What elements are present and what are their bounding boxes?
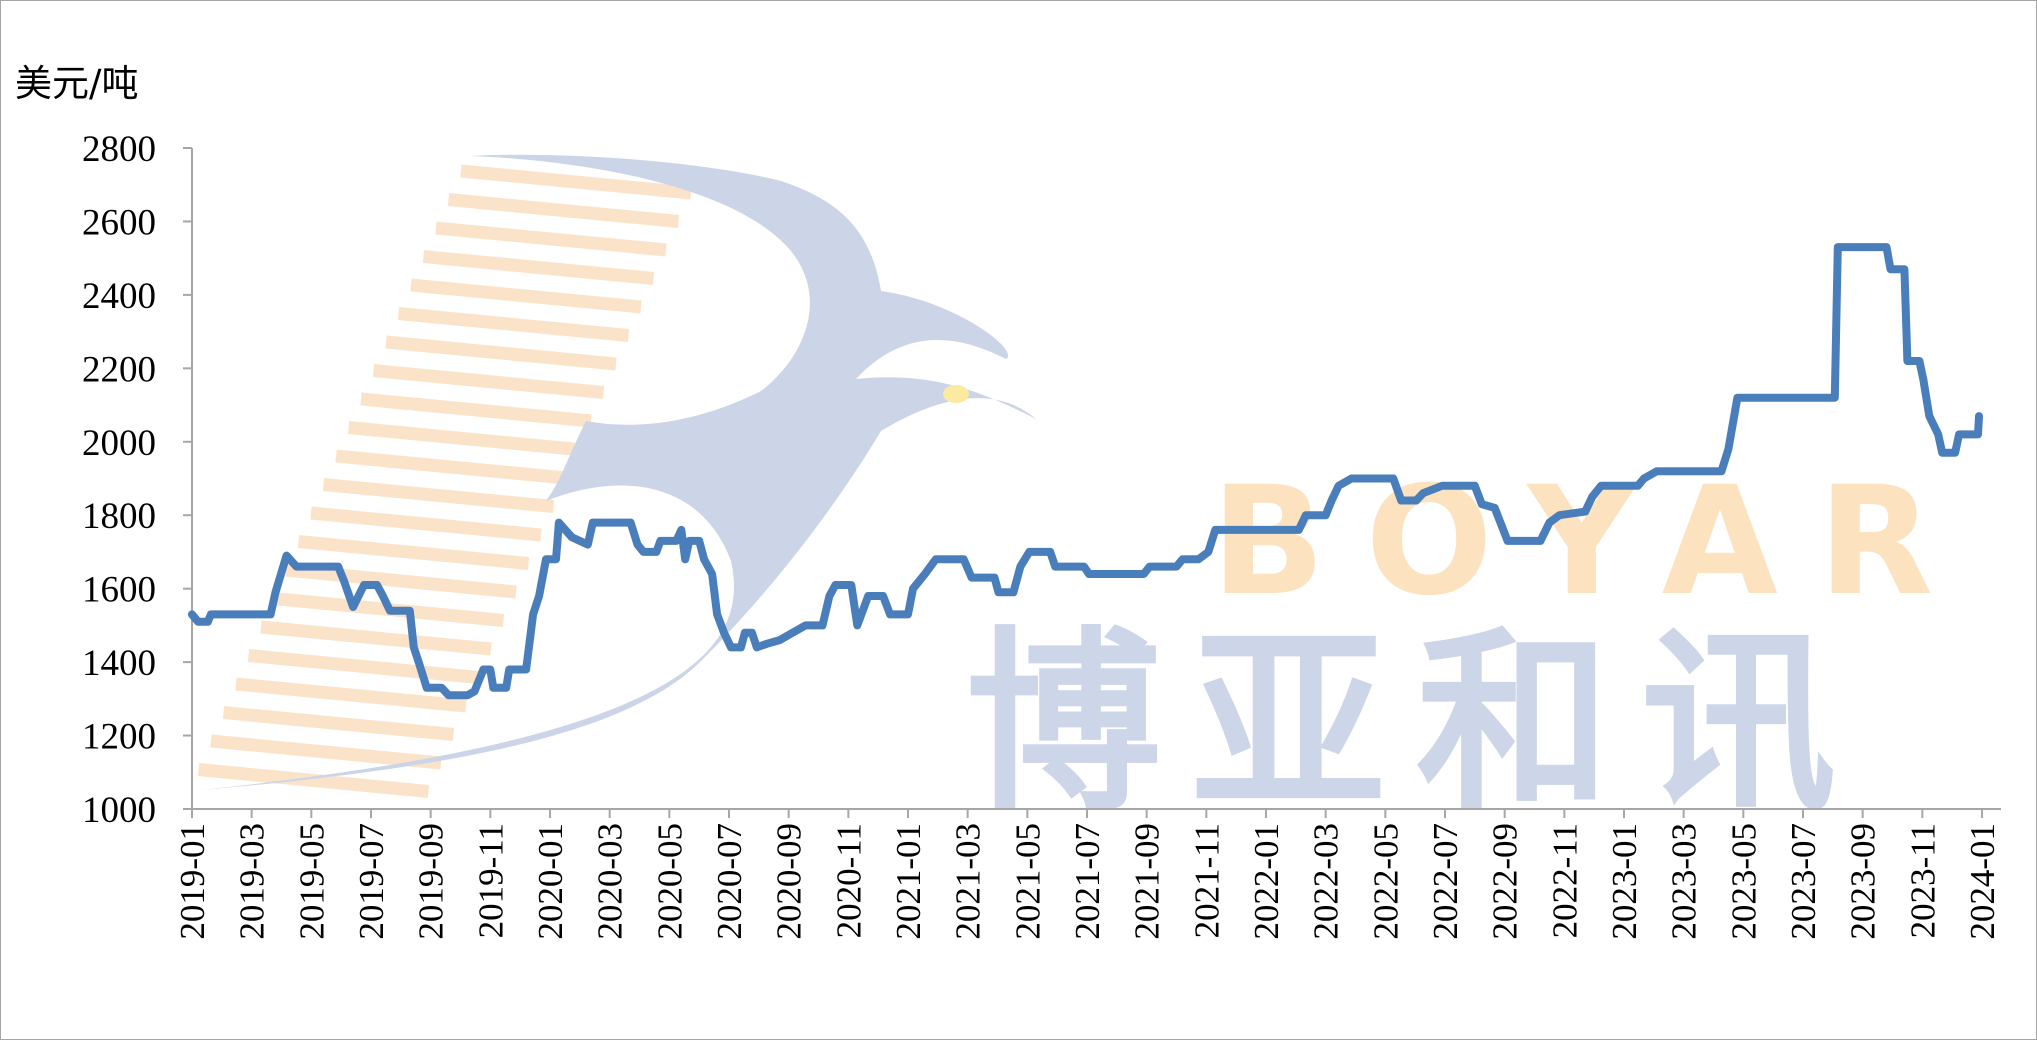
x-tick-label: 2023-01 [1605,823,1644,940]
x-tick-label: 2021-01 [889,823,928,940]
x-tick-label: 2020-07 [710,823,749,940]
x-tick-label: 2023-03 [1665,823,1704,940]
x-tick-label: 2021-05 [1008,823,1047,940]
watermark-stripe [197,763,430,798]
x-tick-label: 2021-09 [1128,823,1167,940]
x-tick-label: 2022-11 [1545,823,1584,938]
x-tick-label: 2023-07 [1784,823,1823,940]
watermark-stripe [335,449,567,485]
watermark-stripe [235,677,467,713]
watermark-stripes [197,164,692,798]
x-tick-label: 2020-01 [531,823,570,940]
watermark-bird [191,154,1036,791]
x-tick-label: 2021-03 [949,823,988,940]
x-tick-label: 2020-03 [591,823,630,940]
watermark-stripe [247,649,480,684]
watermark-stripe [372,364,605,399]
watermark-stripe [210,734,442,770]
y-tick-label: 1200 [82,717,156,758]
watermark-stripe [447,193,680,228]
x-tick-label: 2022-09 [1486,823,1525,940]
x-tick-label: 2019-03 [233,823,272,940]
x-tick-label: 2019-07 [352,823,391,940]
x-tick-label: 2024-01 [1963,823,2002,940]
price-series-line [188,243,1983,700]
watermark-stripe [260,620,492,656]
y-tick-label: 1800 [82,496,156,537]
x-tick-label: 2019-05 [292,823,331,940]
x-axis-ticks: 2019-01 2019-03 2019-05 2019-07 2019-09 2019-… [173,809,2002,940]
watermark-logo: BOYAR 博亚和讯 [191,154,1973,837]
watermark-stripe [347,421,580,456]
x-tick-label: 2019-09 [412,823,451,940]
axes [191,148,2001,810]
watermark-stripe [285,563,517,599]
watermark-bird-eye [943,385,969,403]
x-tick-label: 2022-03 [1307,823,1346,940]
x-tick-label: 2019-11 [471,823,510,938]
y-tick-label: 2200 [82,349,156,390]
watermark-stripe [322,478,555,513]
y-tick-label: 2400 [82,276,156,317]
x-tick-label: 2023-05 [1724,823,1763,940]
x-tick-label: 2021-07 [1068,823,1107,940]
y-tick-label: 1000 [82,790,156,831]
y-tick-label: 2000 [82,423,156,464]
y-axis-unit-label: 美元/吨 [15,62,138,105]
y-tick-label: 2800 [82,129,156,170]
x-tick-label: 2022-07 [1426,823,1465,940]
x-tick-label: 2021-11 [1187,823,1226,938]
y-tick-label: 1400 [82,643,156,684]
x-tick-label: 2020-09 [770,823,809,940]
watermark-stripe [297,535,530,570]
watermark-stripe [460,164,692,200]
y-tick-label: 1600 [82,570,156,611]
watermark-brand-en: BOYAR [1211,455,1973,629]
watermark-stripe [410,278,642,314]
watermark-stripe [360,392,592,428]
watermark-brand-cn: 博亚和讯 [966,610,1866,837]
watermark-stripe [397,307,630,342]
x-tick-label: 2020-11 [829,823,868,938]
x-tick-label: 2023-09 [1844,823,1883,940]
x-tick-label: 2020-05 [650,823,689,940]
x-tick-label: 2022-01 [1247,823,1286,940]
y-axis-ticks: 1000 1200 1400 1600 1800 2000 2200 2400 2600 2800 [82,129,192,831]
watermark-stripe [385,335,617,371]
y-tick-label: 2600 [82,202,156,243]
watermark-stripe [422,250,655,285]
watermark-stripe [435,221,667,257]
watermark-stripe [310,506,542,542]
watermark-stripe [222,706,455,741]
x-tick-label: 2019-01 [173,823,212,940]
x-tick-label: 2023-11 [1903,823,1942,938]
x-tick-label: 2022-05 [1366,823,1405,940]
series-layer [188,243,1983,700]
